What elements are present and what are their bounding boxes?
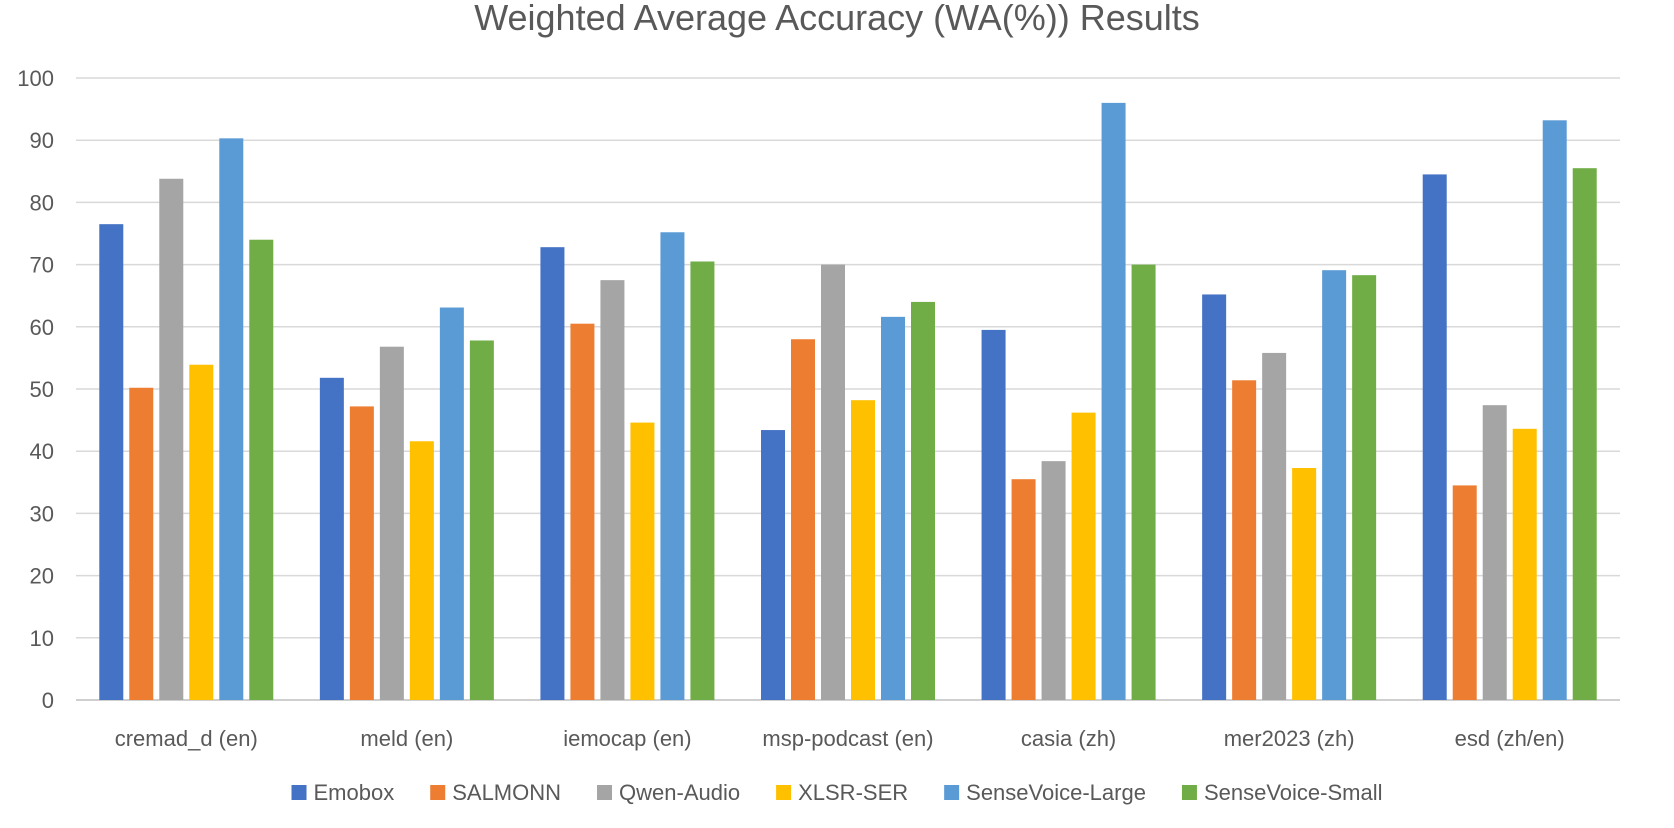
legend-label: SenseVoice-Small <box>1204 780 1383 805</box>
x-axis-categories: cremad_d (en) meld (en) iemocap (en) msp-po… <box>115 726 1565 751</box>
bar-qwen-audio <box>1262 352 1287 700</box>
gridlines <box>76 77 1620 701</box>
bar-emobox <box>1422 174 1447 700</box>
bar-emobox <box>319 377 344 700</box>
legend-swatch <box>291 785 307 800</box>
bar-sensevoice-large <box>1322 270 1347 700</box>
y-tick-label: 40 <box>30 439 54 464</box>
legend-label: Qwen-Audio <box>619 780 740 805</box>
bar-sensevoice-large <box>1101 102 1126 700</box>
category-label: iemocap (en) <box>563 726 691 751</box>
bar-xlsr-ser <box>409 441 434 700</box>
legend-item: SALMONN <box>430 780 561 805</box>
bar-qwen-audio <box>1041 461 1066 700</box>
legend-item: Emobox <box>291 780 395 805</box>
y-tick-label: 100 <box>17 66 54 91</box>
legend-label: SenseVoice-Large <box>966 780 1146 805</box>
y-tick-label: 90 <box>30 128 54 153</box>
legend-swatch <box>597 785 613 800</box>
bar-qwen-audio <box>1482 405 1507 700</box>
bar-sensevoice-large <box>1542 120 1567 700</box>
bar-xlsr-ser <box>630 422 655 700</box>
legend: Emobox SALMONN Qwen-Audio XLSR-SER SenseVoic… <box>291 780 1383 805</box>
bar-sensevoice-small <box>911 301 935 700</box>
y-tick-label: 80 <box>30 190 54 215</box>
bar-sensevoice-small <box>249 239 274 700</box>
bar-sensevoice-large <box>881 316 905 700</box>
bar-salmonn <box>791 339 815 700</box>
legend-label: Emobox <box>314 780 395 805</box>
bar-sensevoice-small <box>469 340 494 700</box>
bars <box>99 102 1597 701</box>
legend-swatch <box>944 785 960 800</box>
bar-salmonn <box>570 323 595 700</box>
bar-sensevoice-large <box>439 307 464 700</box>
category-label: esd (zh/en) <box>1455 726 1565 751</box>
bar-qwen-audio <box>379 346 404 700</box>
category-label: cremad_d (en) <box>115 726 258 751</box>
bar-salmonn <box>1452 485 1477 700</box>
bar-sensevoice-small <box>1572 168 1597 700</box>
legend-swatch <box>776 785 792 800</box>
bar-emobox <box>981 329 1006 700</box>
legend-item: SenseVoice-Small <box>1181 780 1383 805</box>
y-axis-ticks: 0 10 20 30 40 50 60 70 80 90 100 <box>17 66 54 713</box>
bar-salmonn <box>1232 380 1257 700</box>
bar-xlsr-ser <box>189 364 214 700</box>
bar-salmonn <box>129 387 154 700</box>
category-label: meld (en) <box>360 726 453 751</box>
category-label: casia (zh) <box>1021 726 1116 751</box>
bar-sensevoice-small <box>1131 264 1156 700</box>
bar-qwen-audio <box>159 178 184 700</box>
bar-sensevoice-large <box>219 138 244 701</box>
chart-title: Weighted Average Accuracy (WA(%)) Result… <box>474 0 1200 38</box>
y-tick-label: 60 <box>30 315 54 340</box>
bar-xlsr-ser <box>1292 467 1317 700</box>
y-tick-label: 10 <box>30 626 54 651</box>
bar-qwen-audio <box>600 280 625 700</box>
bar-xlsr-ser <box>1071 412 1096 700</box>
bar-emobox <box>540 247 565 700</box>
legend-label: SALMONN <box>452 780 561 805</box>
bar-xlsr-ser <box>851 400 875 700</box>
bar-emobox <box>1202 294 1227 700</box>
y-tick-label: 20 <box>30 564 54 589</box>
bar-sensevoice-small <box>690 261 715 700</box>
y-tick-label: 50 <box>30 377 54 402</box>
category-label: msp-podcast (en) <box>762 726 933 751</box>
legend-item: XLSR-SER <box>776 780 908 805</box>
legend-swatch <box>430 785 446 800</box>
category-label: mer2023 (zh) <box>1224 726 1355 751</box>
bar-sensevoice-large <box>660 232 685 701</box>
bar-salmonn <box>349 406 374 700</box>
bar-emobox <box>761 430 785 700</box>
bar-salmonn <box>1011 479 1036 700</box>
bar-qwen-audio <box>821 264 845 700</box>
y-tick-label: 30 <box>30 501 54 526</box>
legend-item: Qwen-Audio <box>597 780 740 805</box>
bar-emobox <box>99 224 124 701</box>
y-tick-label: 70 <box>30 253 54 278</box>
bar-xlsr-ser <box>1512 428 1537 700</box>
legend-label: XLSR-SER <box>798 780 908 805</box>
y-tick-label: 0 <box>42 688 54 713</box>
legend-swatch <box>1181 785 1197 800</box>
legend-item: SenseVoice-Large <box>944 780 1146 805</box>
bar-sensevoice-small <box>1352 275 1377 700</box>
